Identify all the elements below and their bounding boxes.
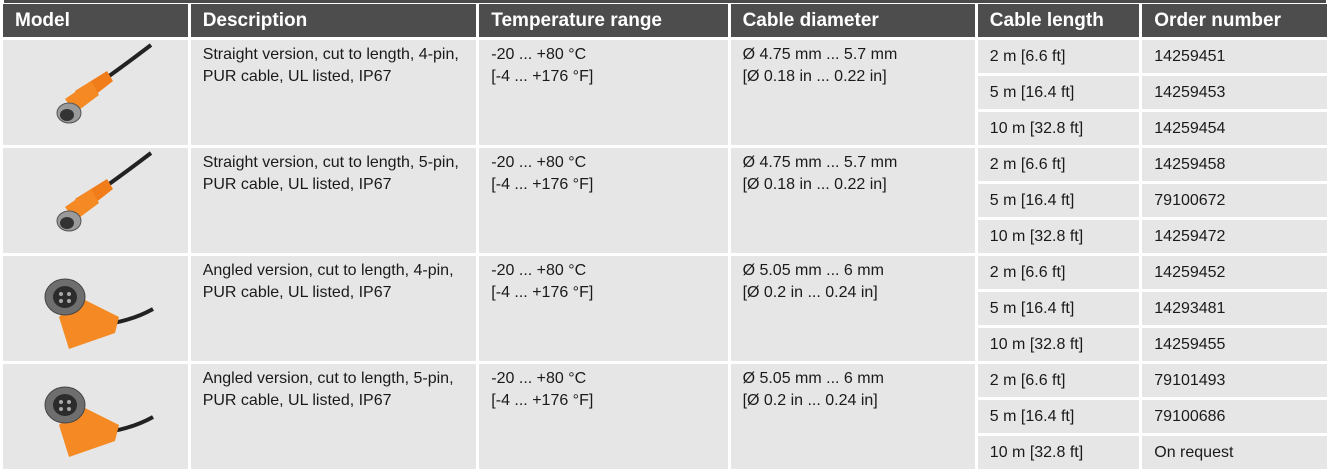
diameter-line: [Ø 0.2 in ... 0.24 in] <box>742 392 878 409</box>
cable-length-cell: 10 m [32.8 ft] <box>977 436 1140 469</box>
diameter-line: [Ø 0.18 in ... 0.22 in] <box>742 68 887 85</box>
cable-length-cell: 5 m [16.4 ft] <box>977 400 1140 433</box>
variant-row: 10 m [32.8 ft] 14259454 <box>3 112 1327 145</box>
diameter-line: [Ø 0.2 in ... 0.24 in] <box>742 284 878 301</box>
description-cell: Straight version, cut to length, 5-pin, … <box>190 148 477 253</box>
variant-row: Straight version, cut to length, 5-pin, … <box>3 148 1327 253</box>
straight-connector-icon <box>56 151 153 232</box>
variant-row: 5 m [16.4 ft] 79100686 <box>3 400 1327 433</box>
temperature-cell: -20 ... +80 °C [-4 ... +176 °F] <box>479 148 728 253</box>
model-cell <box>3 40 188 145</box>
angled-connector-icon <box>44 278 155 349</box>
variant-row: 5 m [16.4 ft] 14293481 <box>3 292 1327 325</box>
description-cell: Angled version, cut to length, 4-pin, PU… <box>190 256 477 361</box>
diameter-line: Ø 4.75 mm ... 5.7 mm <box>742 46 898 63</box>
variant-row: 5 m [16.4 ft] 14259453 <box>3 76 1327 109</box>
variant-row: Angled version, cut to length, 4-pin, PU… <box>3 256 1327 361</box>
cable-length-cell: 10 m [32.8 ft] <box>977 328 1140 361</box>
diameter-line: Ø 4.75 mm ... 5.7 mm <box>742 154 898 171</box>
diameter-cell: Ø 4.75 mm ... 5.7 mm [Ø 0.18 in ... 0.22 … <box>730 40 975 145</box>
order-number-cell: 14259451 <box>1142 40 1327 73</box>
cable-length-cell: 2 m [6.6 ft] <box>977 40 1140 73</box>
order-number-cell: On request <box>1142 436 1327 469</box>
temperature-line: -20 ... +80 °C <box>491 370 587 387</box>
order-number-cell: 79100672 <box>1142 184 1327 217</box>
temperature-cell: -20 ... +80 °C [-4 ... +176 °F] <box>479 364 728 469</box>
cable-length-cell: 5 m [16.4 ft] <box>977 76 1140 109</box>
diameter-line: [Ø 0.18 in ... 0.22 in] <box>742 176 887 193</box>
diameter-cell: Ø 5.05 mm ... 6 mm [Ø 0.2 in ... 0.24 in] <box>730 256 975 361</box>
model-cell <box>3 148 188 253</box>
order-number-cell: 79101493 <box>1142 364 1327 397</box>
order-number-cell: 14259455 <box>1142 328 1327 361</box>
diameter-cell: Ø 5.05 mm ... 6 mm [Ø 0.2 in ... 0.24 in] <box>730 364 975 469</box>
temperature-line: [-4 ... +176 °F] <box>491 392 594 409</box>
header-cell: Order number <box>1142 4 1327 37</box>
header-cell: Cable diameter <box>730 4 975 37</box>
cable-length-cell: 5 m [16.4 ft] <box>977 292 1140 325</box>
description-cell: Straight version, cut to length, 4-pin, … <box>190 40 477 145</box>
header-row: Model Description Temperature range Cable d… <box>3 4 1327 37</box>
diameter-line: Ø 5.05 mm ... 6 mm <box>742 262 884 279</box>
diameter-cell: Ø 4.75 mm ... 5.7 mm [Ø 0.18 in ... 0.22 … <box>730 148 975 253</box>
top-rule <box>4 0 1326 3</box>
model-cell <box>3 256 188 361</box>
order-number-cell: 14293481 <box>1142 292 1327 325</box>
description-cell: Angled version, cut to length, 5-pin, PU… <box>190 364 477 469</box>
temperature-line: [-4 ... +176 °F] <box>491 176 594 193</box>
straight-connector-icon <box>56 43 153 124</box>
cable-length-cell: 2 m [6.6 ft] <box>977 364 1140 397</box>
header-cell: Model <box>3 4 188 37</box>
cable-length-cell: 10 m [32.8 ft] <box>977 220 1140 253</box>
variant-row: Straight version, cut to length, 4-pin, … <box>3 40 1327 145</box>
variant-row: Angled version, cut to length, 5-pin, PU… <box>3 364 1327 469</box>
header-cell: Description <box>190 4 477 37</box>
header-cell: Cable length <box>977 4 1140 37</box>
cable-length-cell: 2 m [6.6 ft] <box>977 148 1140 181</box>
order-number-cell: 14259458 <box>1142 148 1327 181</box>
temperature-line: -20 ... +80 °C <box>491 154 587 171</box>
temperature-line: [-4 ... +176 °F] <box>491 284 594 301</box>
variant-row: 10 m [32.8 ft] 14259455 <box>3 328 1327 361</box>
temperature-line: -20 ... +80 °C <box>491 262 587 279</box>
header-cell: Temperature range <box>479 4 728 37</box>
diameter-line: Ø 5.05 mm ... 6 mm <box>742 370 884 387</box>
temperature-cell: -20 ... +80 °C [-4 ... +176 °F] <box>479 256 728 361</box>
order-number-cell: 79100686 <box>1142 400 1327 433</box>
order-number-cell: 14259454 <box>1142 112 1327 145</box>
temperature-line: [-4 ... +176 °F] <box>491 68 594 85</box>
angled-connector-icon <box>44 386 155 457</box>
temperature-cell: -20 ... +80 °C [-4 ... +176 °F] <box>479 40 728 145</box>
variant-row: 10 m [32.8 ft] 14259472 <box>3 220 1327 253</box>
order-number-cell: 14259452 <box>1142 256 1327 289</box>
variant-row: 5 m [16.4 ft] 79100672 <box>3 184 1327 217</box>
order-number-cell: 14259453 <box>1142 76 1327 109</box>
cable-length-cell: 5 m [16.4 ft] <box>977 184 1140 217</box>
temperature-line: -20 ... +80 °C <box>491 46 587 63</box>
table-body: Straight version, cut to length, 4-pin, … <box>3 40 1327 469</box>
variant-row: 10 m [32.8 ft] On request <box>3 436 1327 469</box>
order-number-cell: 14259472 <box>1142 220 1327 253</box>
cable-length-cell: 2 m [6.6 ft] <box>977 256 1140 289</box>
model-cell <box>3 364 188 469</box>
cable-length-cell: 10 m [32.8 ft] <box>977 112 1140 145</box>
